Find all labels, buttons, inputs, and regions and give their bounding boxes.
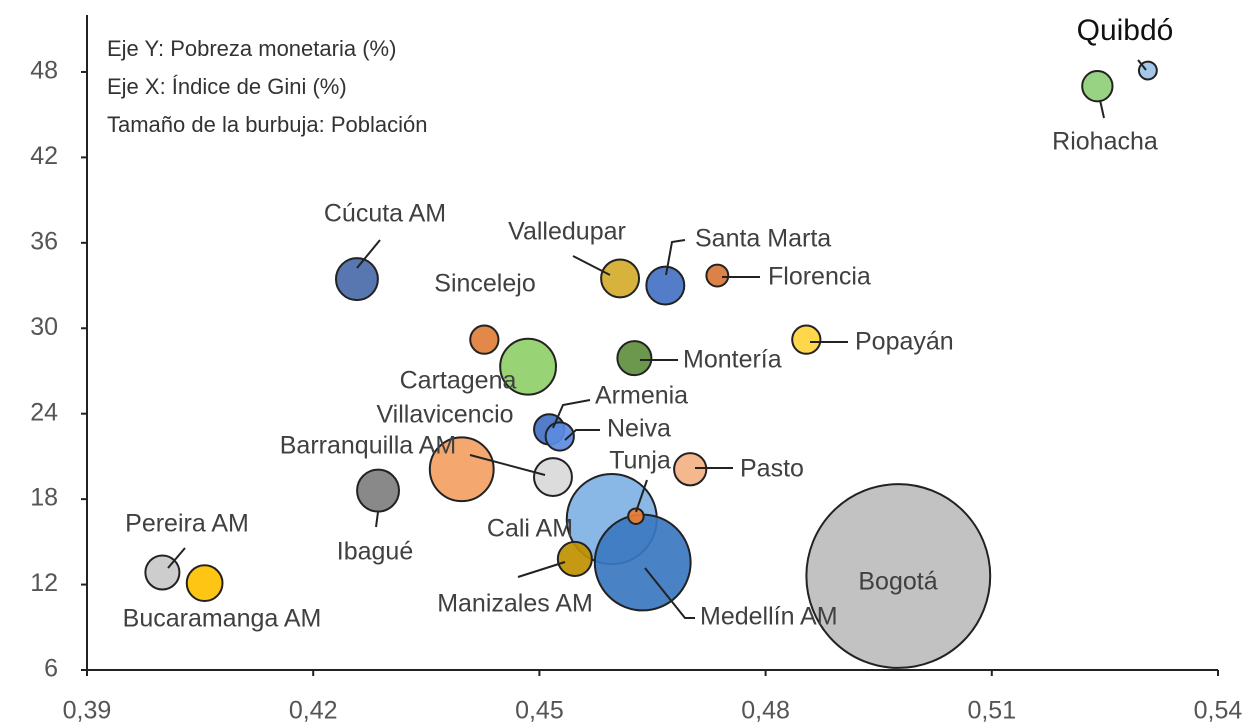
- bubble-label: Bucaramanga AM: [123, 605, 322, 633]
- leader-line: [1099, 99, 1105, 119]
- bubble-label: Valledupar: [508, 218, 626, 246]
- bubble: [627, 507, 645, 525]
- bubble-label: Tunja: [609, 447, 671, 475]
- leader-line: [469, 454, 546, 476]
- bubble: [544, 421, 575, 452]
- bubble-label: Ibagué: [337, 538, 413, 566]
- bubble: [428, 436, 495, 503]
- leader-line: [375, 511, 379, 528]
- bubble-label: Medellín AM: [700, 603, 838, 631]
- leader-line: [552, 399, 591, 429]
- y-tick-label: 48: [30, 57, 58, 85]
- bubble-label: Pasto: [740, 455, 804, 483]
- bubble: [556, 540, 593, 577]
- bubble: [616, 340, 653, 377]
- bubble: [1081, 70, 1114, 103]
- leader-line: [356, 239, 381, 269]
- x-tick-label: 0,48: [741, 697, 790, 725]
- y-tick-label: 6: [44, 655, 58, 683]
- leader-line: [635, 479, 648, 513]
- y-tick-label: 30: [30, 313, 58, 341]
- y-tick-label: 42: [30, 142, 58, 170]
- bubble: [469, 324, 500, 355]
- bubble-label: Montería: [683, 346, 782, 374]
- bubble-label: Cali AM: [487, 515, 573, 543]
- bubble-label: Barranquilla AM: [280, 432, 456, 460]
- bubble: [791, 324, 822, 355]
- leader-line: [564, 429, 600, 441]
- bubble-label: Cúcuta AM: [324, 200, 446, 228]
- x-tick-label: 0,42: [289, 697, 338, 725]
- annotation: Eje X: Índice de Gini (%): [107, 74, 347, 99]
- bubble-label: Quibdó: [1077, 14, 1174, 47]
- y-tick-label: 12: [30, 569, 58, 597]
- bubble-label: Villavicencio: [376, 401, 513, 429]
- bubble: [645, 265, 686, 306]
- bubble-label: Florencia: [768, 263, 871, 291]
- x-tick-label: 0,54: [1194, 697, 1243, 725]
- x-tick-label: 0,39: [63, 697, 112, 725]
- bubble: [600, 258, 641, 299]
- bubble-label: Pereira AM: [125, 510, 249, 538]
- y-tick-label: 36: [30, 227, 58, 255]
- leader-line: [1137, 59, 1147, 71]
- y-tick-label: 24: [30, 398, 58, 426]
- bubble: [705, 263, 730, 288]
- annotation: Tamaño de la burbuja: Población: [107, 112, 427, 137]
- bubble: [805, 483, 992, 669]
- x-tick-label: 0,51: [967, 697, 1016, 725]
- bubble: [593, 513, 692, 612]
- bubble-label: Santa Marta: [695, 225, 831, 253]
- annotation: Eje Y: Pobreza monetaria (%): [107, 36, 396, 61]
- bubble: [356, 468, 401, 513]
- bubble-label: Cartagena: [400, 367, 517, 395]
- bubble: [334, 257, 379, 302]
- bubble-label: Riohacha: [1052, 128, 1158, 156]
- bubble: [499, 337, 557, 396]
- bubble-label: Manizales AM: [437, 590, 593, 618]
- bubble-label: Neiva: [607, 415, 671, 443]
- bubble-label: Armenia: [595, 382, 688, 410]
- bubble: [185, 564, 224, 603]
- bubble-label: Popayán: [855, 328, 954, 356]
- y-tick-label: 18: [30, 484, 58, 512]
- bubble-label: Sincelejo: [434, 270, 535, 298]
- bubble-label: Bogotá: [858, 568, 937, 596]
- leader-line: [644, 567, 695, 619]
- leader-line: [517, 561, 566, 578]
- leader-line: [665, 239, 686, 276]
- leader-line: [572, 255, 611, 276]
- bubble: [533, 457, 573, 498]
- bubble: [673, 452, 708, 487]
- leader-line: [167, 547, 186, 569]
- x-tick-label: 0,45: [515, 697, 564, 725]
